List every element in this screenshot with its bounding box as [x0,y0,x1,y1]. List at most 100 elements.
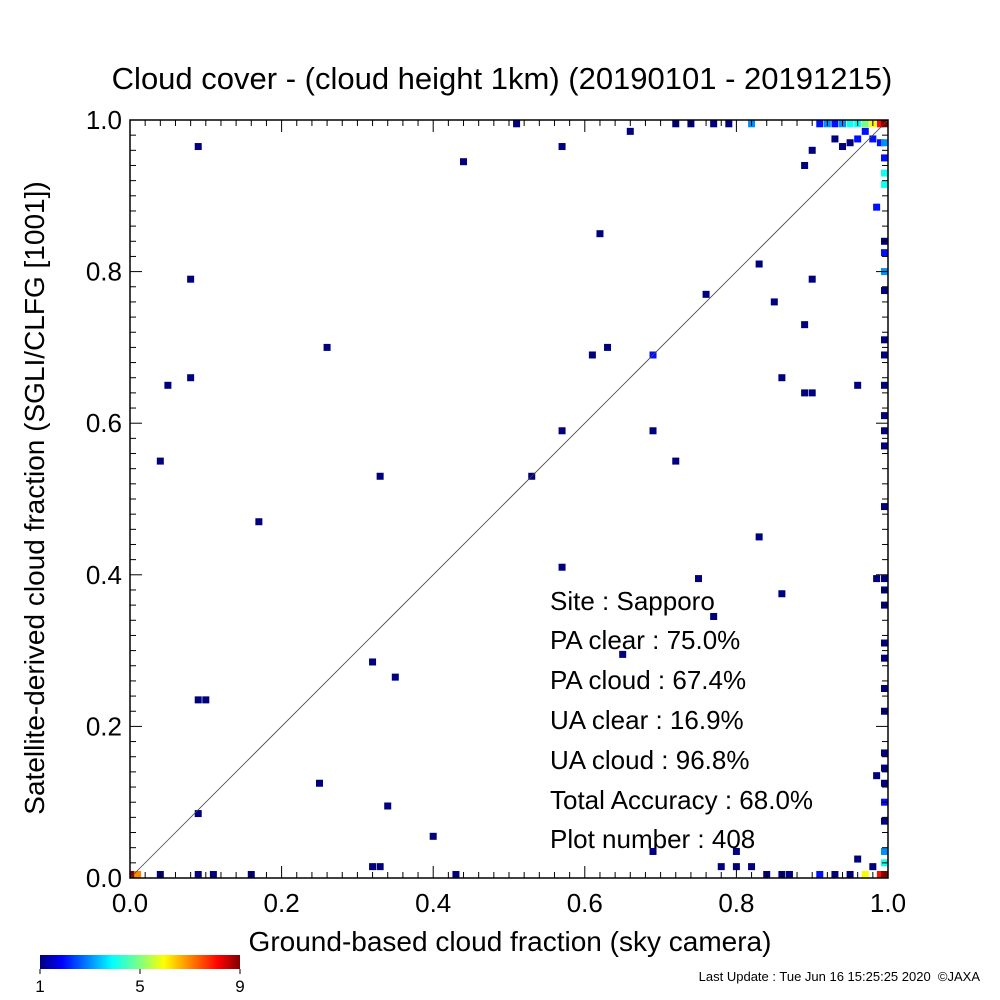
data-point-38 [702,290,710,298]
y-tick-label: 0.4 [86,560,122,590]
data-point-54 [854,381,862,389]
x-tick-label: 0.0 [112,888,148,918]
data-point-98 [881,180,888,188]
data-point-114 [881,654,888,662]
data-point-119 [881,779,888,787]
data-point-24 [187,374,195,382]
data-point-58 [619,650,627,658]
data-point-117 [881,749,888,757]
data-point-27 [194,143,202,151]
data-point-61 [732,847,740,855]
data-point-102 [881,287,888,295]
data-point-42 [725,120,733,128]
data-point-110 [881,575,888,583]
data-point-47 [778,374,786,382]
data-point-103 [881,336,888,344]
data-point-1 [134,871,142,878]
data-point-69 [846,871,854,878]
data-point-118 [881,764,888,772]
y-axis-label: Satellite-derived cloud fraction (SGLI/C… [19,181,50,814]
axis-ticks: 0.0 0.2 0.4 0.6 0.8 1.0 0.0 0.2 0.4 0.6 0.8 1.0 [86,105,906,918]
x-tick-label: 0.8 [718,888,754,918]
data-point-25 [323,343,331,351]
data-point-94 [873,772,881,780]
data-point-19 [376,472,384,480]
data-point-113 [881,639,888,647]
data-point-86 [839,143,847,151]
data-point-93 [873,575,881,583]
data-point-28 [460,158,468,166]
x-tick-label: 1.0 [870,888,906,918]
data-point-15 [369,658,377,666]
data-point-87 [846,139,854,147]
data-point-92 [881,139,888,147]
data-point-4 [209,871,217,878]
y-tick-label: 0.8 [86,257,122,287]
data-point-66 [785,871,793,878]
data-point-55 [695,575,702,583]
data-point-59 [649,847,657,855]
data-point-90 [869,135,877,143]
data-point-53 [801,161,809,169]
data-point-115 [881,685,888,692]
data-point-109 [881,503,888,511]
data-point-12 [194,810,202,818]
data-point-30 [558,143,566,151]
y-tick-label: 1.0 [86,105,122,135]
data-point-88 [854,135,862,143]
data-point-96 [881,154,888,162]
data-point-97 [881,169,888,177]
data-point-91 [876,139,884,147]
stat-plot-number: Plot number : 408 [550,824,755,854]
data-point-67 [816,871,824,878]
data-point-107 [881,427,888,435]
data-point-50 [801,389,809,397]
data-point-106 [881,412,888,420]
data-point-18 [255,518,263,526]
y-tick-label: 0.2 [86,711,122,741]
data-point-95 [873,203,881,211]
data-point-63 [748,863,756,871]
data-point-16 [391,673,399,681]
data-point-29 [513,120,521,128]
data-point-13 [194,696,202,704]
data-point-77 [831,120,839,128]
data-point-56 [710,612,718,620]
data-point-85 [831,135,839,143]
x-tick-label: 0.6 [567,888,603,918]
colorbar-gradient [40,955,240,969]
data-point-51 [808,389,816,397]
data-point-41 [710,120,718,128]
data-point-36 [649,427,657,435]
stat-ua-clear: UA clear : 16.9% [550,705,744,735]
data-point-70 [854,855,862,863]
data-point-48 [801,321,809,329]
data-point-10 [384,802,392,810]
stat-site: Site : Sapporo [550,586,715,616]
data-point-105 [881,381,888,389]
chart-title: Cloud cover - (cloud height 1km) (201901… [112,61,893,96]
data-point-45 [770,298,778,306]
colorbar: 1 5 9 [35,955,245,996]
data-point-49 [808,275,816,283]
data-point-72 [869,863,877,871]
stat-total-accuracy: Total Accuracy : 68.0% [550,785,813,815]
last-update-footer: Last Update : Tue Jun 16 15:25:25 2020 ©… [698,969,980,984]
x-axis-label: Ground-based cloud fraction (sky camera) [249,926,772,957]
x-tick-label: 0.2 [264,888,300,918]
colorbar-tick-label: 9 [235,977,244,996]
data-point-75 [816,120,824,128]
data-point-44 [755,260,763,268]
one-to-one-reference-line [129,119,889,879]
data-point-79 [846,120,854,128]
colorbar-tick-label: 1 [35,977,44,996]
data-point-34 [604,343,612,351]
data-point-31 [596,230,604,238]
data-point-104 [881,351,888,359]
data-point-9 [429,832,437,840]
data-point-6 [369,863,377,871]
data-point-73 [876,871,884,878]
data-point-37 [672,457,680,465]
y-tick-label: 0.6 [86,408,122,438]
data-point-32 [626,127,634,135]
